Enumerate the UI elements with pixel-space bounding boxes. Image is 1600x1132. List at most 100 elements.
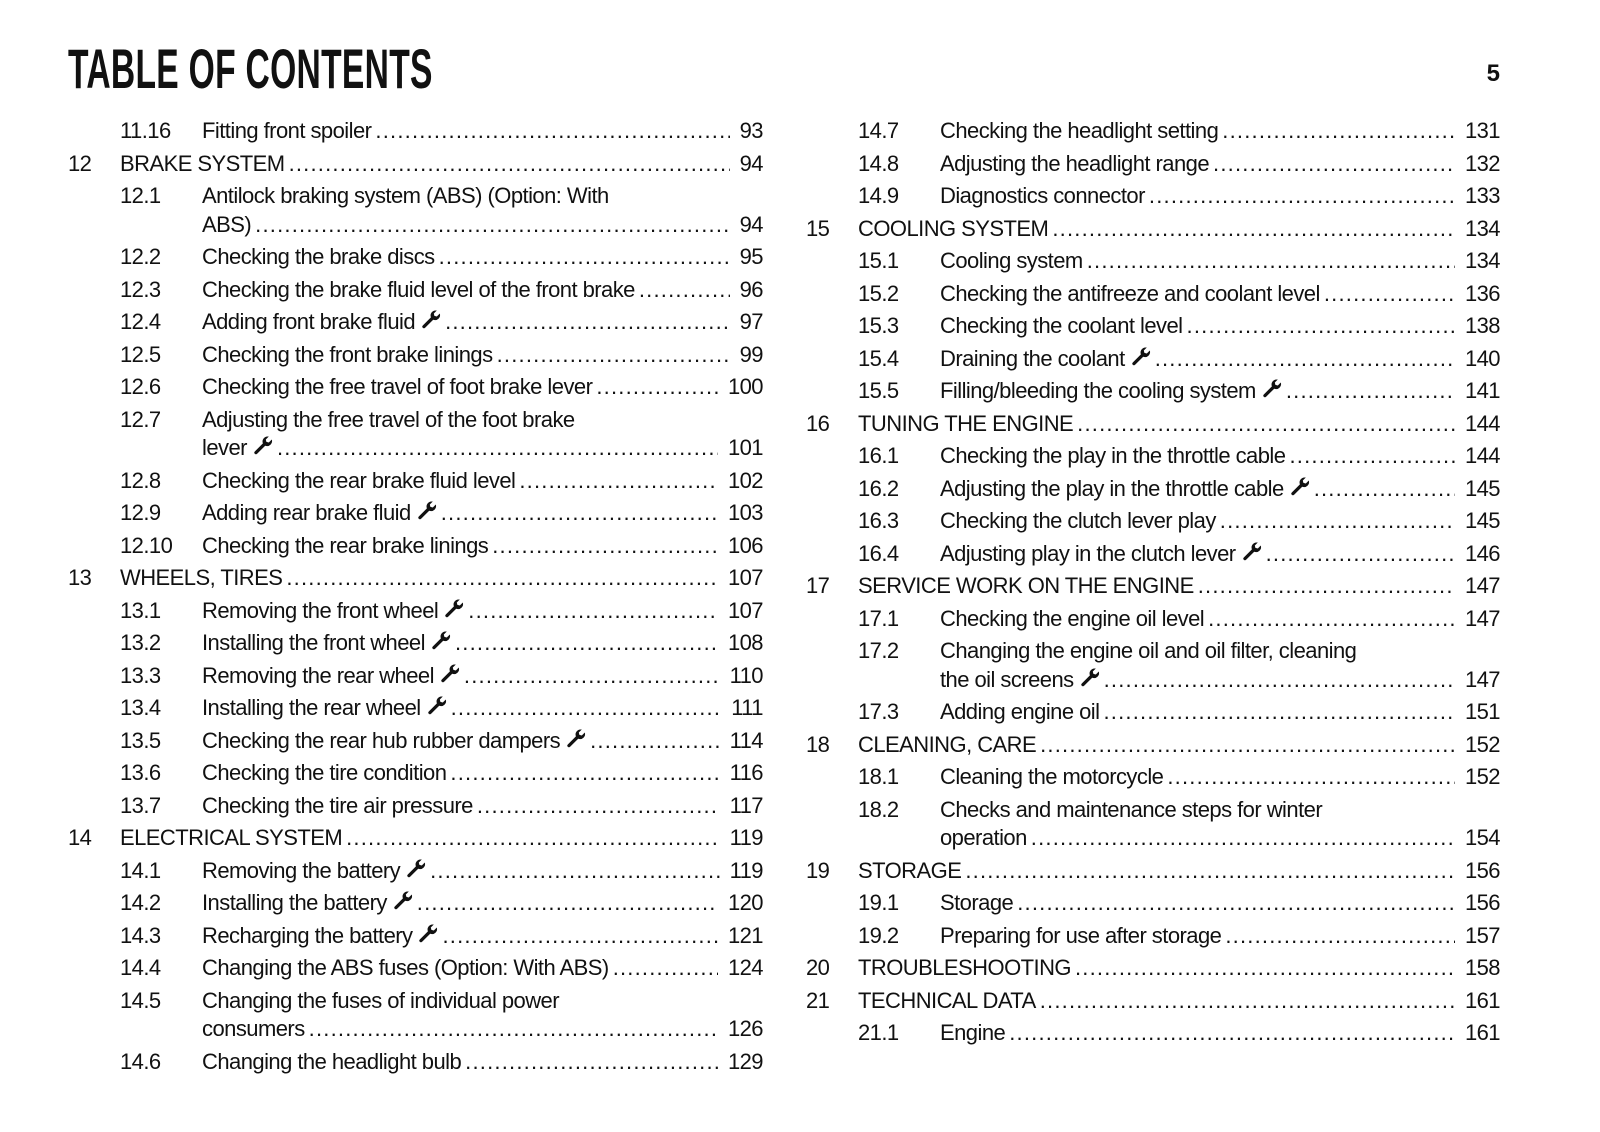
entry-title: Diagnostics connector [940, 183, 1145, 208]
toc-section-entry[interactable]: 13.3 Removing the rear wheel.............… [68, 660, 764, 693]
toc-section-entry[interactable]: 12.6 Checking the free travel of foot bra… [68, 371, 764, 404]
entry-title: WHEELS, TIRES [120, 565, 283, 590]
toc-section-entry[interactable]: 14.7 Checking the headlight setting......… [806, 115, 1501, 148]
entry-page-number: 158 [1464, 955, 1501, 980]
toc-section-entry[interactable]: 13.5 Checking the rear hub rubber dampers… [68, 725, 764, 758]
toc-section-entry[interactable]: 14.1 Removing the battery................… [68, 855, 764, 888]
toc-chapter-entry[interactable]: 19 STORAGE...............................… [806, 855, 1501, 888]
entry-title: Checking the brake discs [202, 244, 435, 269]
entry-title: Filling/bleeding the cooling system [940, 378, 1256, 403]
dot-leader: ........................................… [1148, 183, 1455, 208]
toc-section-entry[interactable]: 15.4 Draining the coolant................… [806, 343, 1501, 376]
toc-section-entry[interactable]: 14.6 Changing the headlight bulb.........… [68, 1046, 764, 1079]
toc-section-entry[interactable]: 17.2 Changing the engine oil and oil filt… [806, 635, 1501, 696]
entry-page-number: 152 [1464, 764, 1501, 789]
entry-number: 13.7 [120, 792, 161, 818]
toc-column-left: 11.16 Fitting front spoiler..............… [68, 115, 764, 1079]
dot-leader: ........................................… [1167, 764, 1455, 789]
entry-title: TECHNICAL DATA [858, 987, 1036, 1013]
toc-section-entry[interactable]: 11.16 Fitting front spoiler..............… [68, 115, 764, 148]
dot-leader: ........................................… [450, 760, 720, 785]
dot-leader: ........................................… [440, 500, 718, 525]
toc-section-entry[interactable]: 18.2 Checks and maintenance steps for win… [806, 794, 1501, 855]
toc-section-entry[interactable]: 12.10 Checking the rear brake linings....… [68, 530, 764, 563]
toc-section-entry[interactable]: 17.1 Checking the engine oil level.......… [806, 603, 1501, 636]
entry-title: Checking the headlight setting [940, 118, 1219, 143]
entry-title: lever [202, 435, 247, 460]
toc-section-entry[interactable]: 14.8 Adjusting the headlight range.......… [806, 148, 1501, 181]
entry-page-number: 134 [1464, 215, 1501, 241]
toc-section-entry[interactable]: 14.4 Changing the ABS fuses (Option: With… [68, 952, 764, 985]
dot-leader: ........................................… [438, 244, 730, 269]
entry-page-number: 154 [1464, 825, 1501, 850]
toc-section-entry[interactable]: 12.4 Adding front brake fluid............… [68, 306, 764, 339]
toc-section-entry[interactable]: 15.5 Filling/bleeding the cooling system.… [806, 375, 1501, 408]
dot-leader: ........................................… [590, 727, 720, 753]
toc-section-entry[interactable]: 14.2 Installing the battery..............… [68, 887, 764, 920]
toc-section-entry[interactable]: 14.3 Recharging the battery..............… [68, 920, 764, 953]
toc-section-entry[interactable]: 13.7 Checking the tire air pressure......… [68, 790, 764, 823]
entry-title: Checking the antifreeze and coolant leve… [940, 280, 1320, 306]
toc-section-entry[interactable]: 18.1 Cleaning the motorcycle.............… [806, 761, 1501, 794]
toc-section-entry[interactable]: 12.8 Checking the rear brake fluid level.… [68, 465, 764, 498]
toc-section-entry[interactable]: 13.4 Installing the rear wheel...........… [68, 692, 764, 725]
toc-chapter-entry[interactable]: 21 TECHNICAL DATA........................… [806, 985, 1501, 1018]
entry-number: 12 [68, 150, 92, 176]
toc-chapter-entry[interactable]: 15 COOLING SYSTEM........................… [806, 213, 1501, 246]
toc-section-entry[interactable]: 19.2 Preparing for use after storage.....… [806, 920, 1501, 953]
toc-chapter-entry[interactable]: 12 BRAKE SYSTEM..........................… [68, 148, 764, 181]
toc-section-entry[interactable]: 12.3 Checking the brake fluid level of th… [68, 274, 764, 307]
toc-section-entry[interactable]: 13.2 Installing the front wheel..........… [68, 627, 764, 660]
entry-title: Installing the front wheel [202, 630, 426, 655]
toc-section-entry[interactable]: 16.3 Checking the clutch lever play......… [806, 505, 1501, 538]
toc-chapter-entry[interactable]: 18 CLEANING, CARE........................… [806, 729, 1501, 762]
dot-leader: ........................................… [1075, 955, 1455, 980]
entry-page-number: 124 [727, 955, 764, 980]
entry-number: 17.3 [858, 699, 899, 724]
toc-section-entry[interactable]: 15.3 Checking the coolant level..........… [806, 310, 1501, 343]
entry-title: Adjusting the play in the throttle cable [940, 475, 1284, 501]
toc-section-entry[interactable]: 13.6 Checking the tire condition.........… [68, 757, 764, 790]
toc-chapter-entry[interactable]: 13 WHEELS, TIRES.........................… [68, 562, 764, 595]
entry-number: 13.2 [120, 630, 161, 655]
entry-page-number: 95 [739, 244, 764, 269]
toc-section-entry[interactable]: 14.9 Diagnostics connector...............… [806, 180, 1501, 213]
toc-chapter-entry[interactable]: 20 TROUBLESHOOTING.......................… [806, 952, 1501, 985]
toc-section-entry[interactable]: 19.1 Storage.............................… [806, 887, 1501, 920]
toc-section-entry[interactable]: 14.5 Changing the fuses of individual pow… [68, 985, 764, 1046]
toc-chapter-entry[interactable]: 14 ELECTRICAL SYSTEM.....................… [68, 822, 764, 855]
toc-section-entry[interactable]: 15.2 Checking the antifreeze and coolant … [806, 278, 1501, 311]
dot-leader: ........................................… [1154, 345, 1455, 371]
toc-section-entry[interactable]: 15.1 Cooling system......................… [806, 245, 1501, 278]
entry-page-number: 110 [729, 662, 764, 688]
dot-leader: ........................................… [1285, 378, 1455, 403]
entry-number: 14.3 [120, 922, 161, 948]
toc-chapter-entry[interactable]: 16 TUNING THE ENGINE.....................… [806, 408, 1501, 441]
toc-section-entry[interactable]: 12.2 Checking the brake discs............… [68, 241, 764, 274]
toc-section-entry[interactable]: 21.1 Engine..............................… [806, 1017, 1501, 1050]
toc-section-entry[interactable]: 12.1 Antilock braking system (ABS) (Optio… [68, 180, 764, 241]
dot-leader: ........................................… [308, 1016, 718, 1041]
toc-section-entry[interactable]: 17.3 Adding engine oil...................… [806, 696, 1501, 729]
toc-section-entry[interactable]: 16.4 Adjusting play in the clutch lever..… [806, 538, 1501, 571]
dot-leader: ........................................… [496, 341, 730, 367]
entry-title: Removing the battery [202, 857, 401, 883]
toc-chapter-entry[interactable]: 17 SERVICE WORK ON THE ENGINE............… [806, 570, 1501, 603]
wrench-icon [393, 887, 413, 910]
toc-section-entry[interactable]: 16.1 Checking the play in the throttle ca… [806, 440, 1501, 473]
toc-section-entry[interactable]: 13.1 Removing the front wheel............… [68, 595, 764, 628]
toc-section-entry[interactable]: 16.2 Adjusting the play in the throttle c… [806, 473, 1501, 506]
entry-title: consumers [202, 1016, 305, 1041]
entry-number: 16.2 [858, 475, 899, 501]
entry-title: Draining the coolant [940, 345, 1125, 371]
toc-section-entry[interactable]: 12.5 Checking the front brake linings....… [68, 339, 764, 372]
entry-page-number: 96 [739, 276, 764, 302]
dot-leader: ........................................… [450, 695, 722, 720]
dot-leader: ........................................… [1197, 573, 1455, 598]
entry-number: 13.6 [120, 760, 161, 785]
entry-title: BRAKE SYSTEM [120, 150, 285, 176]
toc-section-entry[interactable]: 12.7 Adjusting the free travel of the foo… [68, 404, 764, 465]
toc-section-entry[interactable]: 12.9 Adding rear brake fluid.............… [68, 497, 764, 530]
wrench-icon [1131, 343, 1151, 365]
entry-number: 19 [806, 857, 830, 883]
